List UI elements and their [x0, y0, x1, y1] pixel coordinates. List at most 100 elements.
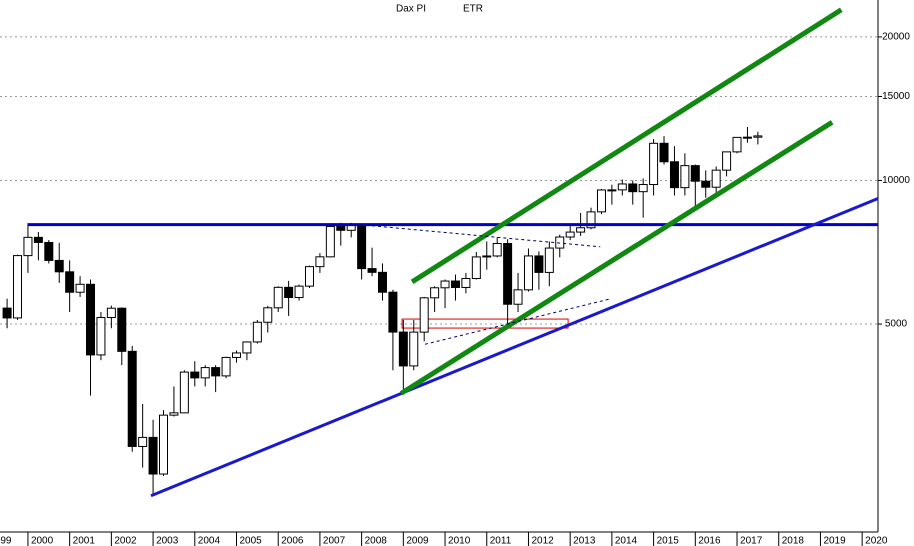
candle-body — [33, 236, 43, 243]
support-zone — [401, 318, 569, 329]
candle-body — [596, 189, 606, 213]
candle-body — [565, 231, 575, 238]
candle-body — [513, 289, 523, 305]
candle-body — [440, 280, 450, 289]
x-tick-label: 2003 — [156, 536, 179, 546]
candle-body — [106, 307, 116, 319]
y-tick-label: 15000 — [882, 91, 910, 102]
candle-body — [357, 224, 367, 270]
candle-body — [398, 331, 408, 367]
trend-line — [424, 298, 611, 345]
candle-body — [753, 135, 763, 138]
candle-body — [617, 183, 627, 191]
candle-body — [75, 283, 85, 293]
candle-body — [461, 278, 471, 288]
candle-body — [13, 255, 23, 319]
x-tick-label: 2015 — [657, 536, 680, 546]
x-tick-label: 2017 — [740, 536, 763, 546]
trend-line — [410, 7, 843, 284]
candle-body — [284, 286, 294, 299]
candle-body — [711, 169, 721, 188]
candle-body — [555, 236, 565, 249]
x-tick-label: 2011 — [490, 536, 512, 546]
x-tick-label: 2018 — [782, 536, 805, 546]
candle-body — [179, 371, 189, 414]
candle-body — [138, 436, 148, 447]
x-tick-label: 1999 — [0, 536, 12, 546]
candle-body — [211, 367, 221, 377]
candle-body — [169, 412, 179, 416]
x-tick-label: 2007 — [323, 536, 346, 546]
candle-body — [86, 283, 96, 356]
candle-body — [649, 142, 659, 186]
trend-line — [150, 197, 879, 498]
x-tick-label: 2020 — [865, 536, 888, 546]
chart-title: Dax PI — [396, 4, 426, 15]
x-tick-label: 2012 — [531, 536, 554, 546]
x-tick-label: 2002 — [114, 536, 137, 546]
x-tick-label: 2013 — [573, 536, 596, 546]
trend-line — [399, 120, 834, 396]
candle-body — [2, 307, 12, 319]
x-tick-label: 2019 — [823, 536, 846, 546]
y-tick-label: 20000 — [882, 32, 910, 43]
candle-body — [492, 243, 502, 257]
candle-body — [586, 211, 596, 229]
candle-body — [294, 285, 304, 299]
x-tick-label: 2009 — [406, 536, 429, 546]
x-tick-label: 2010 — [448, 536, 471, 546]
candle-body — [628, 183, 638, 193]
x-tick-label: 2005 — [239, 536, 262, 546]
candle-body — [742, 136, 752, 139]
candle-body — [231, 352, 241, 358]
candle-body — [221, 356, 231, 377]
chart-subtitle: ETR — [463, 4, 483, 15]
candle-body — [200, 367, 210, 379]
candle-body — [409, 331, 419, 367]
candle-body — [377, 271, 387, 293]
candle-body — [252, 321, 262, 343]
x-tick-label: 2000 — [31, 536, 54, 546]
candle-body — [419, 297, 429, 333]
candle-body — [263, 307, 273, 323]
y-tick-label: 10000 — [882, 175, 910, 186]
x-tick-label: 2001 — [73, 536, 96, 546]
candle-body — [544, 247, 554, 273]
candle-body — [242, 341, 252, 354]
candle-body — [44, 241, 54, 261]
x-tick-label: 2004 — [198, 536, 221, 546]
candle-body — [503, 243, 513, 305]
candle-body — [638, 184, 648, 193]
candle-body — [669, 161, 679, 189]
candle-body — [315, 256, 325, 268]
candle-body — [96, 317, 106, 356]
candle-body — [690, 165, 700, 182]
candle-body — [159, 414, 169, 475]
candle-body — [336, 226, 346, 231]
candle-body — [325, 226, 335, 258]
candle-body — [117, 307, 127, 352]
candle-body — [304, 266, 314, 287]
candle-body — [148, 436, 158, 475]
candle-body — [367, 268, 377, 273]
y-tick-label: 5000 — [885, 319, 908, 330]
candle-body — [273, 286, 283, 309]
candle-body — [430, 287, 440, 299]
candle-body — [523, 255, 533, 291]
candle-body — [65, 271, 75, 293]
candle-body — [471, 256, 481, 280]
candle-body — [482, 255, 492, 258]
candle-body — [54, 259, 64, 273]
x-tick-label: 2006 — [281, 536, 304, 546]
candle-body — [576, 227, 586, 233]
candle-body — [701, 180, 711, 188]
x-tick-label: 2014 — [615, 536, 638, 546]
candle-body — [659, 142, 669, 163]
candle-body — [450, 280, 460, 288]
candle-body — [127, 350, 137, 447]
candle-body — [23, 236, 33, 257]
candle-body — [190, 371, 200, 379]
candle-body — [607, 189, 617, 192]
